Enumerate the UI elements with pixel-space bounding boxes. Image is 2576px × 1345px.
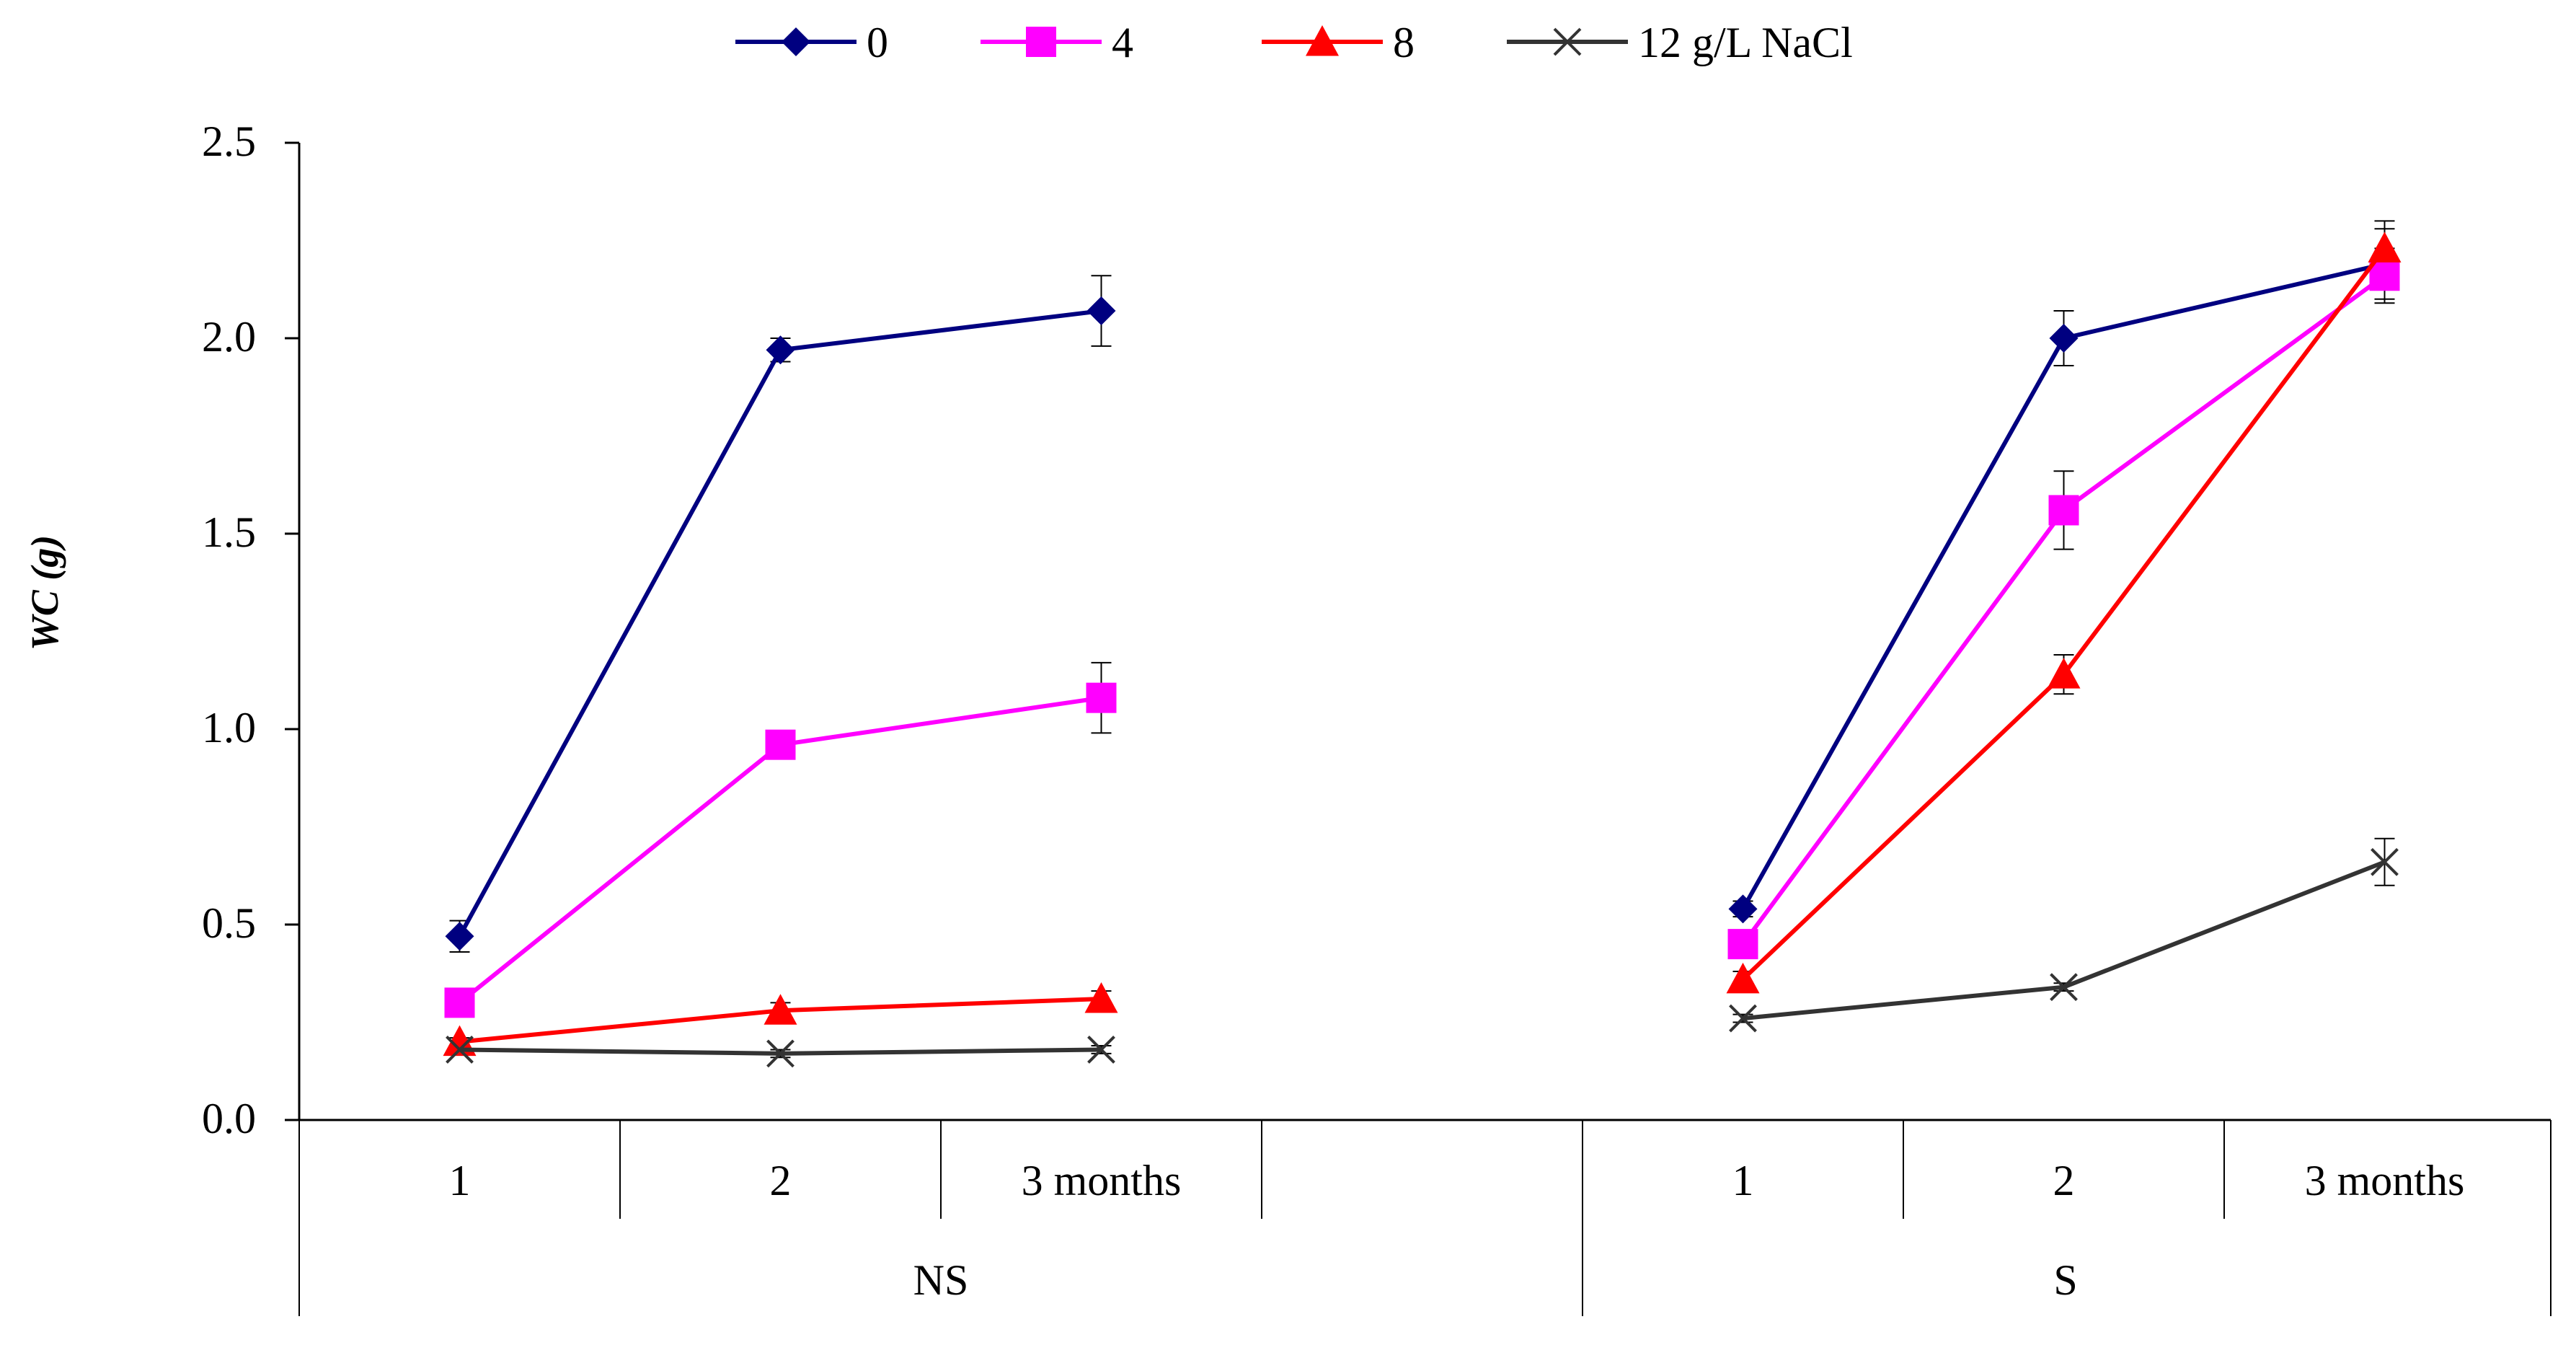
legend-item-0: 0 [735, 19, 888, 66]
y-tick-label: 0.0 [202, 1095, 256, 1142]
y-tick-label: 2.0 [202, 313, 256, 361]
y-axis-label: WC (g) [23, 535, 66, 651]
data-point-8 [1726, 962, 1760, 994]
data-point-0 [2049, 324, 2079, 353]
data-point-8 [1084, 982, 1118, 1013]
x-axis: 1 2 3 months NS 1 2 3 months S [298, 1119, 2551, 1316]
x-tick-label: 1 [1732, 1157, 1754, 1204]
x-group-label: NS [913, 1256, 969, 1304]
data-point-4 [444, 987, 475, 1018]
data-point-8 [2047, 658, 2081, 689]
legend-marker [1306, 25, 1339, 56]
legend-label: 0 [867, 19, 888, 66]
data-point-12 [446, 1036, 474, 1064]
legend-label: 12 g/L NaCl [1638, 19, 1853, 66]
x-tick-label: 1 [449, 1157, 471, 1204]
y-axis: 0.0 0.5 1.0 1.5 2.0 2.5 [202, 118, 301, 1142]
legend-label: 8 [1393, 19, 1415, 66]
data-point-0 [445, 922, 474, 951]
x-tick-label: 3 months [1022, 1157, 1182, 1204]
data-point-4 [2369, 260, 2400, 291]
legend-item-8: 8 [1262, 19, 1415, 66]
data-point-4 [1727, 929, 1758, 960]
legend-item-12: 12 g/L NaCl [1507, 19, 1853, 66]
data-point-4 [2048, 495, 2079, 526]
legend-marker [782, 27, 810, 56]
legend-marker [1026, 27, 1056, 57]
data-point-8 [763, 994, 797, 1025]
legend-item-4: 4 [981, 19, 1133, 66]
y-tick-label: 1.5 [202, 508, 256, 556]
data-point-0 [766, 335, 795, 365]
legend-label: 4 [1112, 19, 1133, 66]
y-tick-label: 2.5 [202, 118, 256, 165]
x-tick-label: 2 [770, 1157, 792, 1204]
x-group-label: S [2053, 1256, 2077, 1304]
x-tick-label: 2 [2053, 1157, 2075, 1204]
data-point-8 [2368, 231, 2402, 263]
data-point-0 [1728, 894, 1758, 924]
data-point-4 [765, 729, 796, 760]
data-point-0 [1086, 296, 1116, 326]
x-tick-label: 3 months [2305, 1157, 2465, 1204]
data-point-12 [2050, 973, 2078, 1002]
y-tick-label: 1.0 [202, 704, 256, 751]
legend: 0 4 8 12 g/L NaCl [735, 19, 1853, 66]
y-tick-label: 0.5 [202, 899, 256, 947]
axes: 0.0 0.5 1.0 1.5 2.0 2.5 1 2 3 months NS 1 2 3 month… [202, 118, 2551, 1316]
data-point-12 [1729, 1004, 1757, 1033]
series-line-0 [457, 309, 1102, 938]
data-point-12 [1087, 1036, 1115, 1064]
data-point-12 [2371, 847, 2399, 876]
data-point-12 [766, 1039, 795, 1068]
legend-marker [1553, 27, 1582, 56]
data-point-4 [1086, 682, 1117, 713]
plot-area [443, 220, 2402, 1068]
